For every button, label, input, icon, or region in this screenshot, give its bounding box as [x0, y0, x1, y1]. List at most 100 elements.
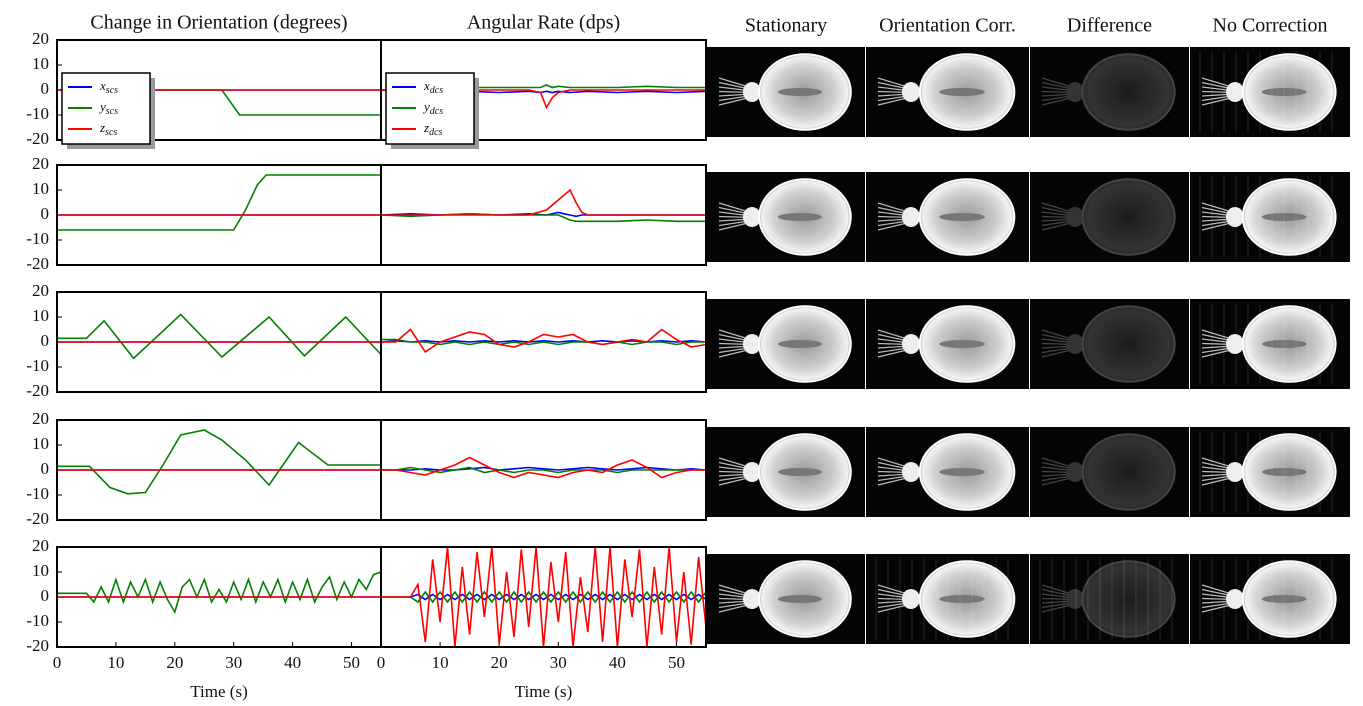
image-panel — [707, 172, 865, 262]
nose — [743, 589, 761, 609]
x-tick-label: 20 — [491, 653, 508, 672]
data-line — [381, 456, 706, 479]
ventricle — [777, 595, 823, 603]
nose — [902, 207, 920, 227]
legend-label: xscs — [99, 78, 118, 96]
plot-frame — [380, 164, 707, 266]
y-tick-label: 0 — [41, 331, 50, 350]
data-line — [381, 328, 706, 354]
ventricle — [777, 340, 823, 348]
image-panel — [1190, 47, 1350, 137]
data-line — [381, 188, 706, 216]
x-tick-label: 40 — [609, 653, 626, 672]
ventricle — [1261, 468, 1307, 476]
data-line — [57, 174, 381, 231]
plot-lines — [57, 313, 381, 360]
ventricle — [1261, 340, 1307, 348]
data-line — [57, 429, 381, 495]
x-tick-label: 10 — [432, 653, 449, 672]
y-tick-label: -20 — [26, 381, 49, 400]
nose — [1226, 207, 1244, 227]
plot-lines — [57, 174, 381, 231]
data-line — [381, 338, 706, 346]
image-panel — [866, 299, 1029, 389]
nose — [1066, 207, 1084, 227]
plot-lines — [57, 571, 381, 615]
x-tick-label: 0 — [377, 653, 386, 672]
y-tick-label: 20 — [32, 536, 49, 555]
ventricle — [939, 340, 985, 348]
x-axis-label: Time (s) — [515, 682, 572, 701]
y-tick-label: 20 — [32, 29, 49, 48]
chart: -20 -10 0 10 20 Change in Orientation (degree… — [26, 12, 382, 149]
chart: -20 -10 0 10 20 — [26, 409, 382, 528]
plot-lines — [57, 429, 381, 495]
chart: -20 -10 0 10 20 0 10 20 30 40 50 Time (s) — [26, 536, 382, 701]
image-panel — [866, 554, 1029, 644]
plot-frame — [380, 291, 707, 393]
y-tick-label: 10 — [32, 306, 49, 325]
ventricle — [939, 595, 985, 603]
ventricle — [939, 88, 985, 96]
image-panel — [1190, 427, 1350, 517]
nose — [1226, 82, 1244, 102]
y-tick-label: 10 — [32, 434, 49, 453]
chart: 0 10 20 30 40 50 Time (s) — [377, 546, 707, 701]
y-tick-label: -10 — [26, 356, 49, 375]
data-line — [57, 313, 381, 360]
image-panel — [866, 47, 1029, 137]
nose — [1226, 462, 1244, 482]
y-tick-label: 0 — [41, 79, 50, 98]
x-tick-label: 50 — [668, 653, 685, 672]
y-tick-label: -20 — [26, 636, 49, 655]
nose — [743, 334, 761, 354]
x-tick-label: 10 — [107, 653, 124, 672]
plot-lines — [381, 547, 706, 647]
image-panel — [866, 172, 1029, 262]
nose — [902, 589, 920, 609]
chart: -20 -10 0 10 20 — [26, 154, 382, 273]
legend-label: zscs — [99, 120, 117, 138]
nose — [1226, 589, 1244, 609]
image-panel — [1030, 554, 1189, 644]
ventricle — [777, 88, 823, 96]
plot-frame — [380, 419, 707, 521]
nose — [1066, 334, 1084, 354]
chart-title: Change in Orientation (degrees) — [90, 12, 347, 34]
chart: -20 -10 0 10 20 — [26, 281, 382, 400]
plot-lines — [381, 188, 706, 223]
chart: Angular Rate (dps) xdcs ydcs zdcs — [380, 12, 707, 149]
brain — [1081, 178, 1176, 256]
y-tick-label: 0 — [41, 586, 50, 605]
nose — [1226, 334, 1244, 354]
x-axis-label: Time (s) — [190, 682, 247, 701]
brain — [1081, 433, 1176, 511]
image-panel — [1190, 554, 1350, 644]
y-tick-label: 0 — [41, 459, 50, 478]
nose — [743, 82, 761, 102]
y-tick-label: 20 — [32, 409, 49, 428]
plot-lines — [381, 328, 706, 354]
x-tick-label: 30 — [225, 653, 242, 672]
legend-label: ydcs — [422, 99, 443, 117]
nose — [1066, 589, 1084, 609]
image-panel — [707, 427, 865, 517]
image-column-title: Difference — [1067, 15, 1152, 37]
y-tick-label: -20 — [26, 254, 49, 273]
ventricle — [777, 213, 823, 221]
image-column-title: No Correction — [1213, 15, 1328, 37]
nose — [1066, 82, 1084, 102]
y-tick-label: 20 — [32, 154, 49, 173]
y-tick-label: -10 — [26, 229, 49, 248]
chart — [380, 291, 707, 393]
ventricle — [939, 213, 985, 221]
chart — [380, 419, 707, 521]
y-tick-label: -10 — [26, 104, 49, 123]
y-tick-label: 20 — [32, 281, 49, 300]
image-panel — [707, 47, 865, 137]
image-column-title: Orientation Corr. — [879, 15, 1016, 37]
y-tick-label: -20 — [26, 509, 49, 528]
legend-label: yscs — [98, 99, 118, 117]
y-tick-label: -20 — [26, 129, 49, 148]
image-panel — [707, 299, 865, 389]
